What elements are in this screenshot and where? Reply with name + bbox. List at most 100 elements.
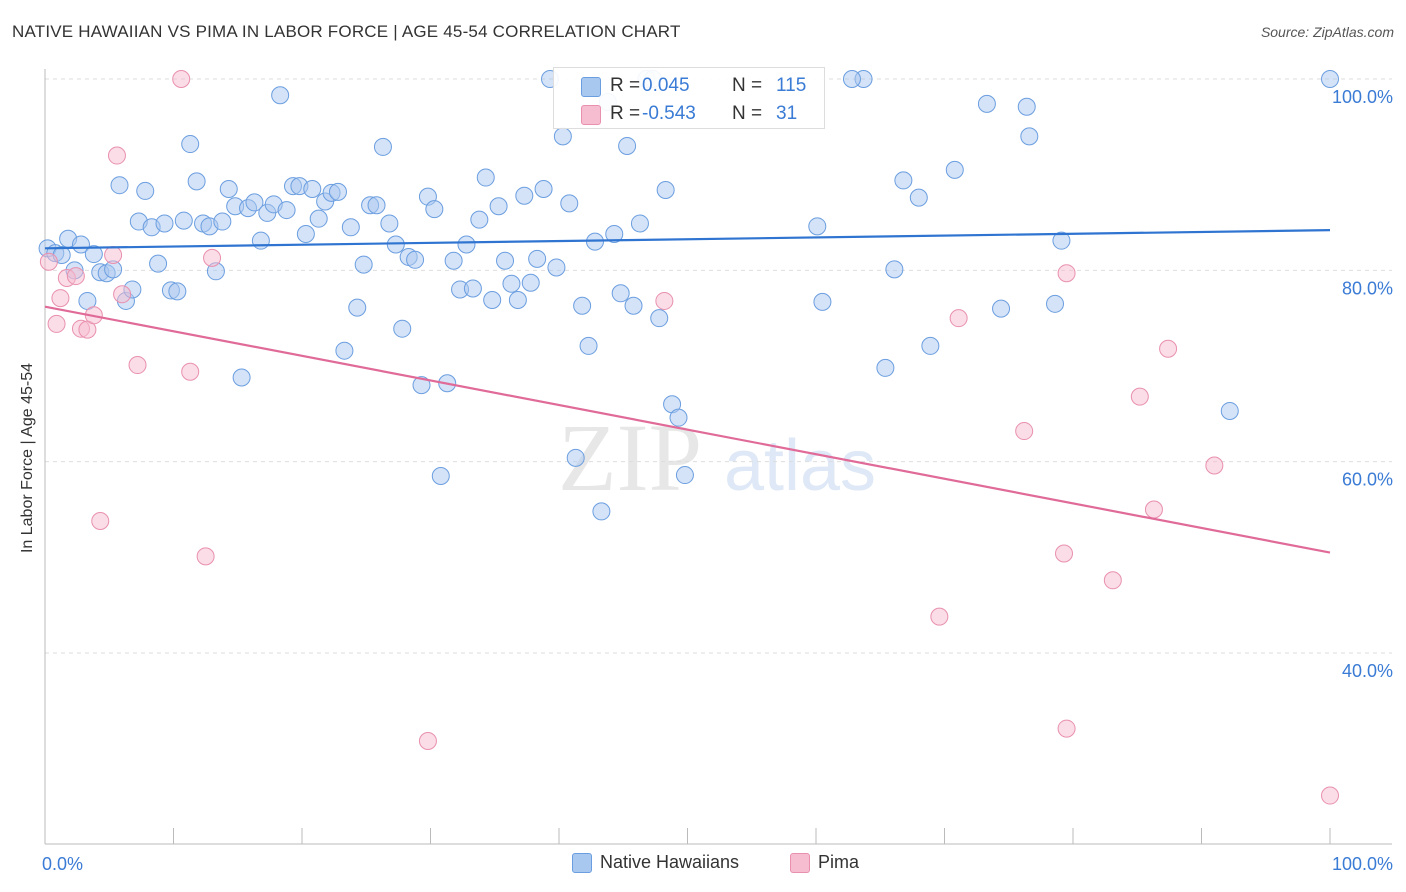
data-point-native-hawaiians [373,137,392,156]
data-point-native-hawaiians [515,186,534,205]
data-point-native-hawaiians [348,298,367,317]
data-point-native-hawaiians [624,296,643,315]
data-point-native-hawaiians [219,180,238,199]
data-point-native-hawaiians [232,368,251,387]
stats-legend: R = 0.045 N = 115 R = -0.543 N = 31 [553,67,825,129]
data-point-native-hawaiians [213,212,232,231]
data-point-native-hawaiians [251,231,270,250]
stats-row-native-hawaiians: R = 0.045 N = 115 [554,72,824,100]
data-point-native-hawaiians [431,467,450,486]
data-point-native-hawaiians [842,70,861,88]
r-value: -0.543 [642,103,696,124]
data-point-native-hawaiians [271,86,290,105]
r-value: 0.045 [642,75,690,96]
data-point-pima [1130,387,1149,406]
x-tick-labels: 0.0% 100.0% [42,854,1393,874]
axes [44,69,1392,845]
data-point-native-hawaiians [566,448,585,467]
data-point-pima [1321,786,1339,805]
y-tick-label: 60.0% [1342,470,1393,490]
data-point-native-hawaiians [110,176,129,195]
data-point-pima [128,356,147,375]
data-point-native-hawaiians [876,358,895,377]
r-label: R = [610,75,641,96]
data-point-native-hawaiians [476,168,495,187]
data-point-pima [181,362,200,381]
data-point-pima [1015,422,1034,441]
chart-title: NATIVE HAWAIIAN VS PIMA IN LABOR FORCE |… [12,22,681,41]
data-point-native-hawaiians [675,466,694,485]
n-value: 115 [776,75,807,96]
data-point-native-hawaiians [463,279,482,298]
data-point-native-hawaiians [1020,127,1039,146]
series-legend: Native Hawaiians Pima [0,852,1406,878]
data-point-native-hawaiians [187,172,206,191]
stats-row-pima: R = -0.543 N = 31 [554,100,824,128]
data-point-native-hawaiians [181,135,200,154]
data-point-native-hawaiians [84,245,103,264]
data-point-native-hawaiians [618,136,637,155]
n-label: N = [732,103,763,124]
data-point-native-hawaiians [393,319,412,338]
data-point-pima [1159,339,1178,358]
data-point-native-hawaiians [592,502,611,521]
data-point-native-hawaiians [573,296,592,315]
data-point-pima [104,246,123,265]
data-point-pima [1057,264,1076,283]
data-point-native-hawaiians [894,171,913,190]
pima-swatch [790,852,810,873]
data-point-native-hawaiians [296,224,315,243]
data-point-native-hawaiians [885,260,904,279]
data-point-native-hawaiians [560,194,579,213]
data-point-native-hawaiians [650,309,669,328]
pima-points [39,70,1339,805]
data-point-native-hawaiians [354,255,373,274]
legend-label: Pima [818,852,860,872]
data-point-native-hawaiians [521,273,540,292]
data-point-native-hawaiians [1321,70,1339,88]
data-point-pima [172,70,191,88]
data-point-native-hawaiians [909,188,928,207]
data-point-pima [930,607,949,626]
data-point-native-hawaiians [605,224,624,243]
trend-line-native-hawaiians [44,229,1331,250]
data-point-native-hawaiians [367,196,386,215]
legend-item-native-hawaiians[interactable]: Native Hawaiians [572,852,739,873]
data-point-pima [418,732,437,751]
data-point-native-hawaiians [813,292,832,311]
data-point-native-hawaiians [656,180,675,199]
legend-label: Native Hawaiians [600,852,740,872]
data-point-native-hawaiians [309,209,328,228]
data-point-native-hawaiians [245,193,264,212]
data-point-native-hawaiians [553,127,572,146]
y-tick-label: 100.0% [1332,87,1393,107]
data-point-pima [107,146,126,165]
data-point-pima [655,291,674,310]
data-point-native-hawaiians [547,258,566,277]
data-point-native-hawaiians [945,160,964,179]
native-hawaiians-swatch [572,852,592,873]
data-point-native-hawaiians [977,94,996,113]
data-point-native-hawaiians [611,284,630,303]
y-tick-labels: 40.0% 60.0% 80.0% 100.0% [1332,87,1393,681]
data-point-pima [1055,544,1074,563]
data-point-pima [1057,719,1076,738]
data-point-native-hawaiians [483,290,502,309]
data-point-native-hawaiians [457,235,476,254]
data-point-native-hawaiians [534,180,553,199]
legend-item-pima[interactable]: Pima [790,852,859,873]
data-point-native-hawaiians [335,341,354,360]
data-point-pima [1103,571,1122,590]
y-tick-label: 40.0% [1342,661,1393,681]
data-point-native-hawaiians [149,254,168,273]
data-point-native-hawaiians [808,217,827,236]
data-point-native-hawaiians [444,251,463,270]
r-label: R = [610,103,641,124]
data-point-pima [203,248,222,267]
data-point-native-hawaiians [303,180,322,199]
data-point-native-hawaiians [155,214,174,233]
data-point-pima [196,547,215,566]
native-hawaiians-points [38,70,1339,521]
data-point-native-hawaiians [1220,401,1239,420]
